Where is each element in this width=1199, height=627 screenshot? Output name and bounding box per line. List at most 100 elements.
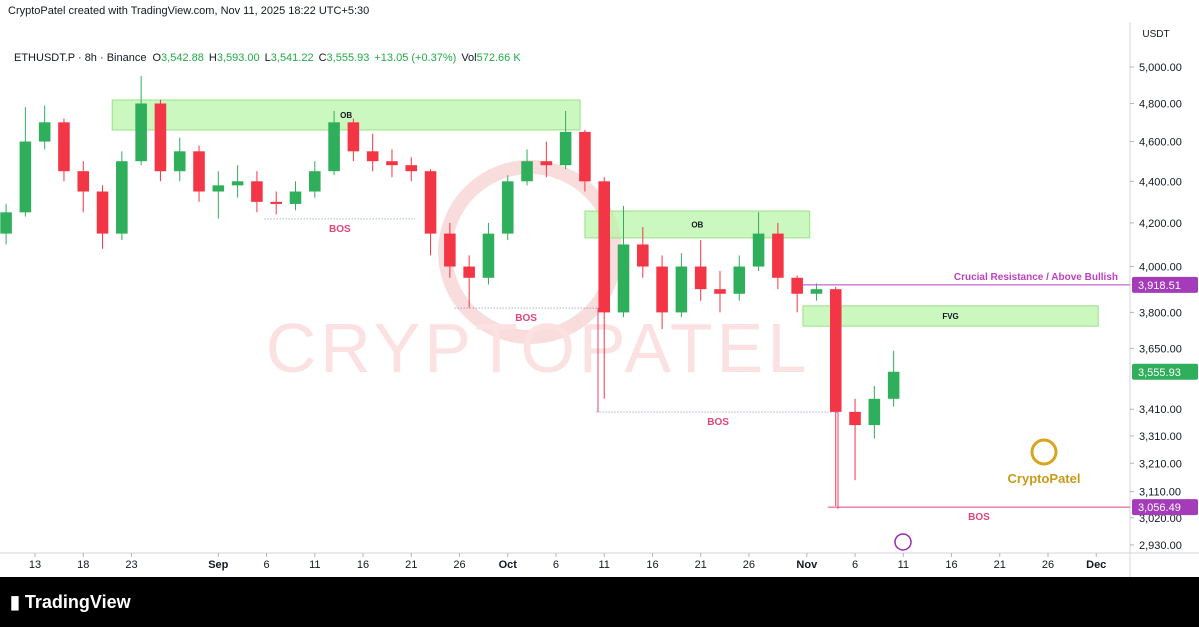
x-tick-label: 21 xyxy=(695,559,707,571)
candle-body xyxy=(405,165,418,172)
price-tag-label: 3,555.93 xyxy=(1138,367,1181,379)
level-label: Crucial Resistance / Above Bullish xyxy=(954,272,1118,283)
x-tick-label: 6 xyxy=(852,559,858,571)
x-tick-label: 26 xyxy=(1042,559,1054,571)
y-tick-label: 3,310.00 xyxy=(1139,431,1182,443)
candle-body xyxy=(540,161,553,166)
candle-body xyxy=(637,244,649,267)
price-tag xyxy=(1132,499,1198,516)
x-tick-label: 6 xyxy=(553,559,559,571)
zone-label: OB xyxy=(340,111,352,120)
zone xyxy=(802,305,1099,327)
candle-body xyxy=(309,171,321,192)
level-label: BOS xyxy=(968,512,990,523)
candle-body xyxy=(791,277,803,294)
candle-body xyxy=(829,289,842,412)
candle-body xyxy=(675,266,688,313)
x-tick-label: 11 xyxy=(309,559,320,571)
candle-body xyxy=(135,103,147,162)
candle-body xyxy=(887,371,900,399)
x-tick-label: 16 xyxy=(945,559,957,571)
candle-body xyxy=(193,151,205,192)
x-tick-label: 18 xyxy=(77,559,89,571)
candle-body xyxy=(656,266,668,313)
candle-body xyxy=(96,191,109,234)
candle-body xyxy=(328,122,340,172)
ohlc-key: H xyxy=(208,52,217,64)
x-tick-label: 26 xyxy=(743,559,755,571)
candle-body xyxy=(19,141,32,213)
ohlc-value: 3,542.88 xyxy=(161,52,204,64)
x-tick-label: Dec xyxy=(1086,559,1106,571)
watermark: CRYPTOPATEL xyxy=(266,309,811,387)
candle-body xyxy=(868,398,881,426)
ohlc-key: C xyxy=(318,52,327,64)
candle-body xyxy=(733,266,746,294)
candle-body xyxy=(810,289,823,294)
zone-label: OB xyxy=(691,220,703,229)
candle-body xyxy=(289,191,302,204)
price-tag-label: 3,056.49 xyxy=(1138,502,1181,514)
footer: ▮ TradingView xyxy=(0,577,1199,627)
y-tick-label: 5,000.00 xyxy=(1139,62,1182,74)
x-tick-label: 11 xyxy=(599,559,610,571)
candle-body xyxy=(424,171,437,234)
y-tick-label: 3,650.00 xyxy=(1139,343,1182,355)
x-tick-label: 23 xyxy=(125,559,137,571)
ohlc-value: 3,541.22 xyxy=(270,52,314,64)
x-tick-label: Sep xyxy=(208,559,228,571)
candle-body xyxy=(173,151,186,172)
candle-body xyxy=(77,171,90,192)
candle-body xyxy=(617,244,630,313)
candle-body xyxy=(154,103,167,172)
candle-body xyxy=(598,181,611,313)
candle-body xyxy=(579,131,591,182)
change: +13.05 (+0.37%) xyxy=(374,52,457,64)
x-tick-label: 13 xyxy=(29,559,41,571)
volume-value: 572.66 K xyxy=(476,52,521,64)
candle-body xyxy=(752,233,765,267)
candle-body xyxy=(444,233,456,267)
logo-text: CryptoPatel xyxy=(1008,471,1081,486)
candle-body xyxy=(58,122,70,172)
x-tick-label: Nov xyxy=(796,559,818,571)
y-tick-label: 4,000.00 xyxy=(1139,262,1182,274)
candle-body xyxy=(231,181,244,186)
x-tick-label: 11 xyxy=(898,559,909,571)
y-tick-label: 3,410.00 xyxy=(1139,404,1182,416)
symbol: ETHUSDT.P · 8h · Binance xyxy=(14,52,147,64)
price-tag-label: 3,918.51 xyxy=(1138,280,1181,292)
candle-body xyxy=(714,289,726,294)
logo-icon xyxy=(1030,438,1058,466)
candle-body xyxy=(270,201,282,204)
candle-body xyxy=(772,233,784,278)
x-tick-label: 16 xyxy=(357,559,369,571)
chart: CRYPTOPATEL CryptoPatel USDT 5,000.00 4,8… xyxy=(0,22,1199,577)
x-tick-label: 21 xyxy=(405,559,417,571)
candle-body xyxy=(386,161,398,166)
candle-body xyxy=(559,131,572,166)
ohlc-key: L xyxy=(264,52,271,64)
x-tick-label: 26 xyxy=(453,559,465,571)
y-tick-label: 2,930.00 xyxy=(1139,540,1182,552)
candle-body xyxy=(347,122,360,152)
level-label: BOS xyxy=(515,313,537,324)
candle-body xyxy=(463,266,475,278)
ohlc-value: 3,593.00 xyxy=(216,52,260,64)
candle-body xyxy=(0,212,12,234)
ohlc-key: O xyxy=(152,52,162,64)
candle-body xyxy=(251,181,263,202)
x-tick-label: Oct xyxy=(499,559,518,571)
candle-body xyxy=(366,151,379,162)
zone xyxy=(584,210,811,239)
chart-wrap: CRYPTOPATEL CryptoPatel USDT 5,000.00 4,8… xyxy=(0,22,1199,577)
symbol-header: ETHUSDT.P · 8h · Binance O3,542.88 H3,593.… xyxy=(14,52,526,64)
event-icon xyxy=(894,533,912,551)
candle-body xyxy=(38,122,51,142)
candle-body xyxy=(482,233,495,278)
candle-body xyxy=(849,411,861,426)
ohlc-value: 3,555.93 xyxy=(326,52,370,64)
candle-body xyxy=(116,161,128,234)
y-tick-label: 4,400.00 xyxy=(1139,176,1182,188)
